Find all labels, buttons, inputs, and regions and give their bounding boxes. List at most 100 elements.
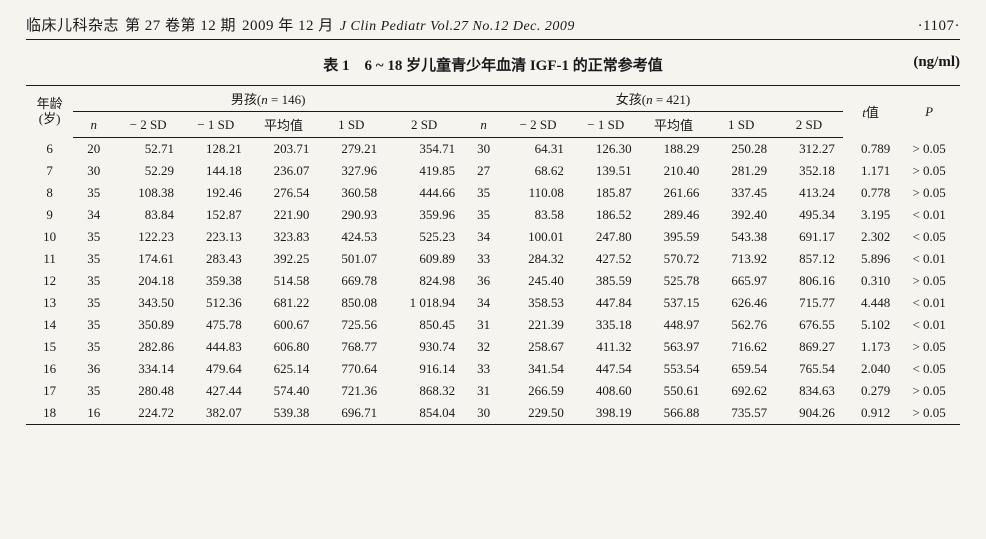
cell-boys-p1sd: 770.64 — [317, 358, 385, 380]
table-row: 1435350.89475.78600.67725.56850.4531221.… — [26, 314, 960, 336]
cell-girls-p1sd: 665.97 — [707, 270, 775, 292]
cell-boys-mean: 203.71 — [250, 138, 318, 161]
col-p: P — [898, 86, 960, 138]
cell-boys-n: 35 — [73, 336, 114, 358]
cell-girls-mean: 448.97 — [640, 314, 708, 336]
table-row: 93483.84152.87221.90290.93359.963583.581… — [26, 204, 960, 226]
boys-label-suffix: = 146) — [268, 92, 306, 107]
cell-boys-p1sd: 768.77 — [317, 336, 385, 358]
cell-age: 12 — [26, 270, 73, 292]
cell-boys-m2sd: 282.86 — [114, 336, 182, 358]
col-girls-p2sd: 2 SD — [775, 112, 843, 138]
table-caption-row: 表 1 6 ~ 18 岁儿童青少年血清 IGF-1 的正常参考值 (ng/ml) — [26, 54, 960, 75]
cell-boys-m1sd: 144.18 — [182, 160, 250, 182]
cell-girls-m1sd: 427.52 — [572, 248, 640, 270]
cell-girls-n: 31 — [463, 380, 504, 402]
cell-girls-n: 35 — [463, 182, 504, 204]
cell-age: 10 — [26, 226, 73, 248]
cell-boys-m2sd: 343.50 — [114, 292, 182, 314]
cell-girls-m2sd: 221.39 — [504, 314, 572, 336]
col-boys-p2sd: 2 SD — [385, 112, 463, 138]
cell-girls-m1sd: 411.32 — [572, 336, 640, 358]
girls-label-suffix: = 421) — [653, 92, 691, 107]
col-girls-p1sd: 1 SD — [707, 112, 775, 138]
cell-boys-n: 30 — [73, 160, 114, 182]
cell-boys-p1sd: 721.36 — [317, 380, 385, 402]
cell-boys-p1sd: 501.07 — [317, 248, 385, 270]
cell-girls-m1sd: 398.19 — [572, 402, 640, 425]
cell-t: 4.448 — [843, 292, 898, 314]
cell-p: < 0.01 — [898, 314, 960, 336]
cell-girls-m2sd: 341.54 — [504, 358, 572, 380]
cell-girls-p2sd: 312.27 — [775, 138, 843, 161]
cell-boys-p2sd: 854.04 — [385, 402, 463, 425]
table-unit: (ng/ml) — [913, 54, 960, 71]
table-header-row-1: 年龄 (岁) 男孩(n = 146) 女孩(n = 421) t值 P — [26, 86, 960, 112]
cell-boys-p2sd: 354.71 — [385, 138, 463, 161]
cell-boys-n: 20 — [73, 138, 114, 161]
t-suffix: 值 — [866, 105, 879, 120]
col-boys-m2sd: − 2 SD — [114, 112, 182, 138]
cell-boys-p1sd: 850.08 — [317, 292, 385, 314]
cell-boys-mean: 600.67 — [250, 314, 318, 336]
cell-boys-mean: 276.54 — [250, 182, 318, 204]
cell-girls-p1sd: 392.40 — [707, 204, 775, 226]
cell-boys-mean: 625.14 — [250, 358, 318, 380]
cell-boys-p2sd: 444.66 — [385, 182, 463, 204]
table-row: 73052.29144.18236.07327.96419.852768.621… — [26, 160, 960, 182]
cell-girls-n: 34 — [463, 226, 504, 248]
cell-boys-m2sd: 280.48 — [114, 380, 182, 402]
cell-girls-p2sd: 765.54 — [775, 358, 843, 380]
cell-t: 1.173 — [843, 336, 898, 358]
cell-girls-n: 30 — [463, 402, 504, 425]
cell-boys-p2sd: 824.98 — [385, 270, 463, 292]
journal-name-en: J Clin Pediatr Vol.27 No.12 Dec. 2009 — [340, 19, 575, 35]
cell-girls-m1sd: 247.80 — [572, 226, 640, 248]
cell-boys-n: 35 — [73, 248, 114, 270]
cell-age: 14 — [26, 314, 73, 336]
cell-boys-mean: 323.83 — [250, 226, 318, 248]
col-girls-n: n — [463, 112, 504, 138]
cell-boys-m1sd: 444.83 — [182, 336, 250, 358]
cell-girls-p1sd: 337.45 — [707, 182, 775, 204]
cell-boys-p2sd: 1 018.94 — [385, 292, 463, 314]
cell-t: 0.912 — [843, 402, 898, 425]
cell-boys-mean: 221.90 — [250, 204, 318, 226]
cell-t: 3.195 — [843, 204, 898, 226]
col-boys-m1sd: − 1 SD — [182, 112, 250, 138]
cell-t: 5.102 — [843, 314, 898, 336]
table-row: 1735280.48427.44574.40721.36868.3231266.… — [26, 380, 960, 402]
cell-age: 18 — [26, 402, 73, 425]
cell-girls-mean: 188.29 — [640, 138, 708, 161]
cell-t: 0.789 — [843, 138, 898, 161]
cell-girls-p1sd: 543.38 — [707, 226, 775, 248]
table-row: 1235204.18359.38514.58669.78824.9836245.… — [26, 270, 960, 292]
table-row: 1035122.23223.13323.83424.53525.2334100.… — [26, 226, 960, 248]
cell-boys-p2sd: 930.74 — [385, 336, 463, 358]
cell-girls-p2sd: 904.26 — [775, 402, 843, 425]
cell-girls-p1sd: 250.28 — [707, 138, 775, 161]
cell-girls-m2sd: 229.50 — [504, 402, 572, 425]
cell-girls-m2sd: 100.01 — [504, 226, 572, 248]
table-row: 1335343.50512.36681.22850.081 018.943435… — [26, 292, 960, 314]
cell-girls-m2sd: 83.58 — [504, 204, 572, 226]
cell-p: < 0.05 — [898, 358, 960, 380]
cell-boys-n: 35 — [73, 292, 114, 314]
cell-girls-mean: 289.46 — [640, 204, 708, 226]
table-row: 1636334.14479.64625.14770.64916.1433341.… — [26, 358, 960, 380]
cell-girls-p2sd: 715.77 — [775, 292, 843, 314]
cell-boys-m1sd: 427.44 — [182, 380, 250, 402]
journal-name-cn: 临床儿科杂志 — [26, 14, 119, 35]
cell-girls-p1sd: 713.92 — [707, 248, 775, 270]
cell-boys-m1sd: 223.13 — [182, 226, 250, 248]
cell-boys-m1sd: 152.87 — [182, 204, 250, 226]
cell-p: > 0.05 — [898, 336, 960, 358]
cell-girls-m1sd: 447.84 — [572, 292, 640, 314]
table-row: 1135174.61283.43392.25501.07609.8933284.… — [26, 248, 960, 270]
cell-girls-m2sd: 245.40 — [504, 270, 572, 292]
cell-boys-mean: 514.58 — [250, 270, 318, 292]
boys-label-prefix: 男孩( — [231, 92, 261, 107]
cell-girls-p1sd: 562.76 — [707, 314, 775, 336]
table-header-row-2: n − 2 SD − 1 SD 平均值 1 SD 2 SD n − 2 SD −… — [26, 112, 960, 138]
cell-boys-mean: 236.07 — [250, 160, 318, 182]
